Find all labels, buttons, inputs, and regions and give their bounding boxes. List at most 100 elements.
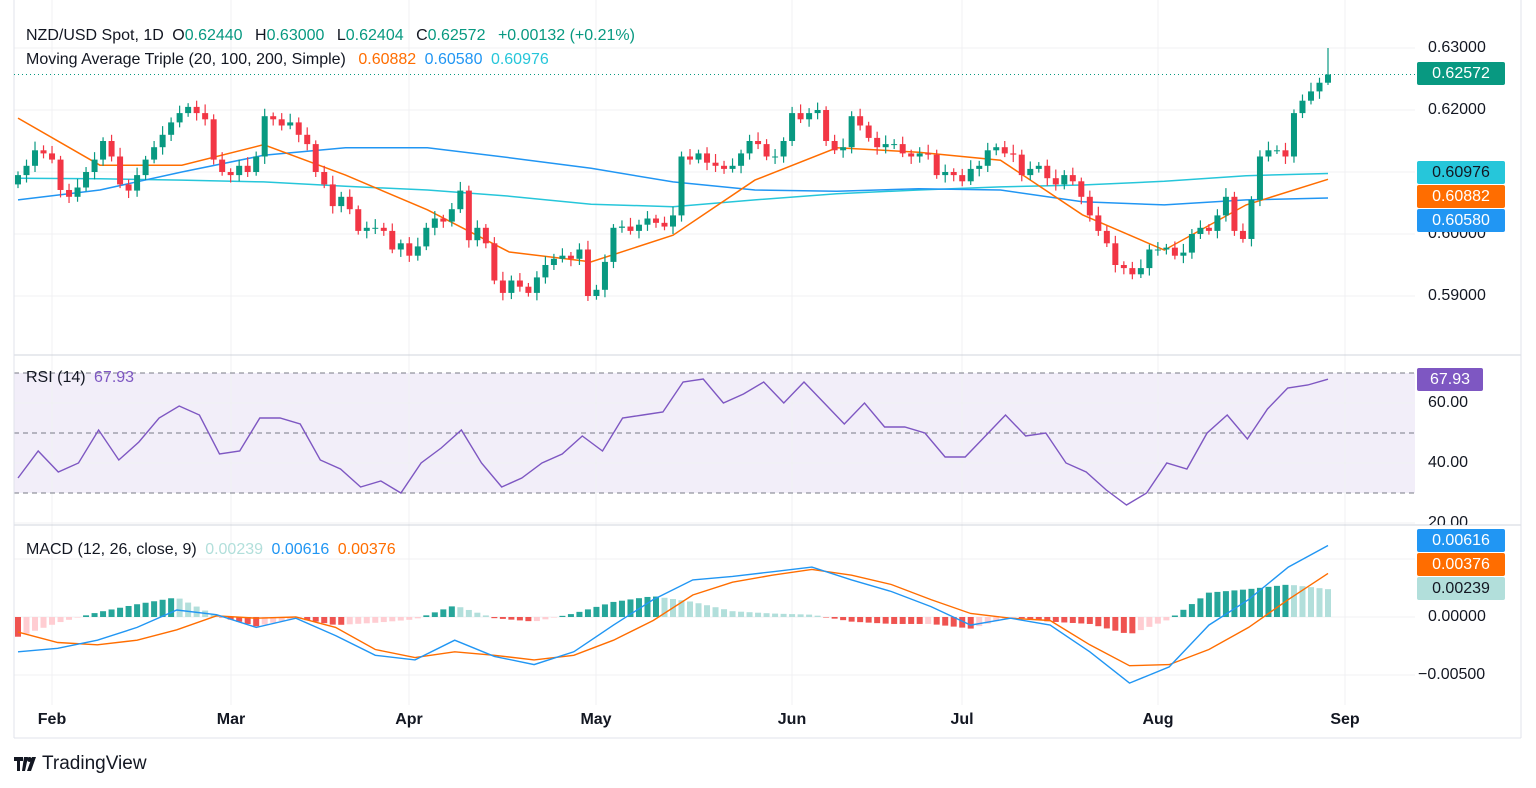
macd-histogram-bar [635, 598, 642, 617]
macd-histogram-bar [49, 617, 56, 625]
rsi-title: RSI (14) [26, 369, 86, 386]
macd-histogram-bar [406, 617, 413, 620]
candle-body [1001, 147, 1008, 154]
candle-body [1027, 168, 1034, 176]
macd-histogram-bar [763, 613, 770, 617]
macd-histogram-bar [1273, 585, 1280, 617]
candle-body [933, 154, 940, 176]
macd-hist-value: 0.00239 [205, 541, 264, 558]
candle-body [431, 218, 438, 228]
candle-body [848, 116, 855, 148]
candle-body [610, 227, 617, 262]
macd-histogram-bar [312, 617, 319, 622]
candle-body [499, 280, 506, 293]
macd-histogram-bar [176, 598, 183, 617]
candle-body [550, 258, 557, 265]
macd-histogram-bar [959, 617, 966, 628]
ma20-line [17, 117, 1329, 263]
candle-body [168, 122, 175, 135]
candle-body [542, 265, 549, 278]
ma20-tag: 0.60882 [1417, 185, 1505, 208]
candle-body [321, 172, 328, 185]
candle-body [525, 286, 532, 293]
candle-body [108, 141, 115, 157]
macd-histogram-bar [695, 603, 702, 617]
macd-histogram-bar [1299, 586, 1306, 617]
macd-histogram-bar [1214, 591, 1221, 617]
candle-body [704, 153, 711, 163]
candle-body [287, 122, 294, 126]
candle-body [1120, 265, 1127, 269]
candle-body [1154, 249, 1161, 251]
candle-body [210, 119, 217, 160]
macd-histogram-bar [687, 601, 694, 617]
candle-body [406, 243, 413, 256]
macd-histogram-bar [1171, 615, 1178, 617]
macd-tick: 0.00000 [1428, 608, 1486, 625]
candle-body [874, 137, 881, 148]
candle-body [448, 209, 455, 222]
candle-body [772, 156, 779, 158]
macd-histogram-bar [346, 617, 353, 625]
macd-histogram-bar [287, 617, 294, 620]
price-tick: 0.63000 [1428, 39, 1486, 56]
candle-body [363, 227, 370, 231]
candle-body [142, 159, 149, 176]
candle-body [729, 165, 736, 169]
candle-body [49, 153, 56, 160]
candle-body [1018, 154, 1025, 176]
macd-histogram-bar [550, 617, 557, 618]
macd-histogram-bar [831, 617, 838, 619]
candle-body [227, 172, 234, 176]
rsi-tick: 40.00 [1428, 454, 1469, 471]
candle-body [253, 156, 260, 172]
macd-histogram-bar [516, 617, 523, 621]
macd-histogram-bar [984, 617, 991, 624]
candle-body [1103, 230, 1110, 244]
candle-body [423, 227, 430, 247]
macd-histogram-bar [1197, 598, 1204, 617]
month-label: Aug [1142, 711, 1174, 728]
macd-histogram-bar [91, 613, 98, 617]
price-tick: 0.62000 [1428, 101, 1486, 118]
macd-histogram-bar [440, 609, 447, 617]
candle-body [857, 116, 864, 126]
candle-body [389, 230, 396, 250]
month-label: Jul [950, 711, 974, 728]
candle-body [474, 227, 481, 241]
candle-body [1316, 82, 1323, 92]
macd-histogram-bar [66, 617, 73, 620]
macd-histogram-bar [584, 609, 591, 617]
macd-histogram-bar [329, 617, 336, 625]
tradingview-logo-icon [14, 757, 36, 771]
macd-histogram-bar [1154, 617, 1161, 624]
candle-body [1035, 165, 1042, 169]
candle-body [738, 153, 745, 166]
candle-body [882, 144, 889, 148]
ma-title: Moving Average Triple (20, 100, 200, Sim… [26, 51, 346, 68]
macd-line [17, 544, 1329, 684]
candle-body [1205, 227, 1212, 231]
macd-histogram-bar [942, 617, 949, 626]
tradingview-logo[interactable]: TradingView [14, 753, 147, 775]
macd-histogram-bar [117, 607, 124, 617]
candle-body [83, 172, 90, 188]
macd-histogram-bar [474, 612, 481, 617]
macd-histogram-bar [168, 598, 175, 617]
candle-body [755, 141, 762, 145]
macd-histogram-bar [1180, 609, 1187, 617]
candle-body [440, 218, 447, 222]
macd-histogram-bar [789, 614, 796, 617]
macd-histogram-bar [823, 617, 830, 618]
macd-histogram-bar [848, 617, 855, 622]
rsi-value: 67.93 [94, 369, 135, 386]
macd-histogram-bar [1069, 617, 1076, 623]
macd-histogram-bar [627, 599, 634, 617]
macd-histogram-bar [1146, 617, 1153, 627]
macd-histogram-bar [185, 602, 192, 617]
candle-body [916, 153, 923, 157]
macd-histogram-bar [1035, 617, 1042, 621]
candle-body [508, 280, 515, 293]
macd-histogram-bar [1205, 592, 1212, 617]
